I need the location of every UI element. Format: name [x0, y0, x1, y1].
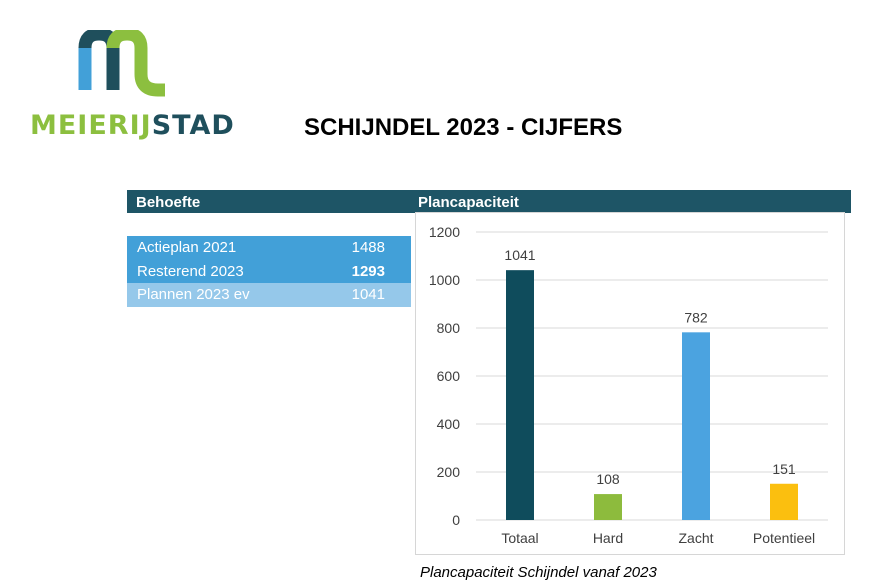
y-tick-label: 1000 [429, 272, 460, 288]
data-label: 151 [772, 461, 796, 477]
x-tick-label: Zacht [678, 530, 713, 546]
y-tick-label: 600 [437, 368, 461, 384]
bar [770, 483, 798, 520]
plancapaciteit-header: Plancapaciteit [418, 194, 519, 211]
y-tick-label: 800 [437, 320, 461, 336]
meierijstad-logo: MEIERIJSTAD [30, 30, 240, 145]
behoefte-header: Behoefte [136, 194, 201, 211]
row-label: Plannen 2023 ev [137, 286, 250, 303]
y-tick-label: 0 [452, 512, 460, 528]
logo-wordmark: MEIERIJSTAD [30, 110, 235, 141]
x-tick-label: Hard [593, 530, 623, 546]
row-value: 1041 [351, 286, 385, 303]
chart-frame: 0 200 400 600 800 1000 1200 1041 Totaal 108 Hard 78… [415, 212, 845, 555]
row-label: Resterend 2023 [137, 262, 244, 280]
x-tick-label: Potentieel [753, 530, 815, 546]
table-row: Plannen 2023 ev 1041 [127, 283, 411, 307]
y-tick-label: 1200 [429, 224, 460, 240]
bar [682, 332, 710, 520]
section-header-bar [127, 190, 851, 213]
row-label: Actieplan 2021 [137, 239, 237, 256]
bar [594, 494, 622, 520]
y-tick-label: 200 [437, 464, 461, 480]
data-label: 1041 [504, 247, 535, 263]
table-row: Resterend 2023 1293 [127, 259, 411, 283]
logo-mark-icon [78, 30, 165, 97]
y-tick-label: 400 [437, 416, 461, 432]
row-value: 1293 [351, 262, 385, 280]
table-row: Actieplan 2021 1488 [127, 236, 411, 260]
row-value: 1488 [351, 239, 385, 256]
bar [506, 270, 534, 520]
page-title: SCHIJNDEL 2023 - CIJFERS [304, 114, 623, 141]
x-tick-label: Totaal [501, 530, 538, 546]
chart-caption: Plancapaciteit Schijndel vanaf 2023 [420, 564, 657, 581]
data-label: 108 [596, 471, 620, 487]
bar-chart: 0 200 400 600 800 1000 1200 1041 Totaal 108 Hard 78… [429, 224, 828, 546]
data-label: 782 [684, 309, 708, 325]
